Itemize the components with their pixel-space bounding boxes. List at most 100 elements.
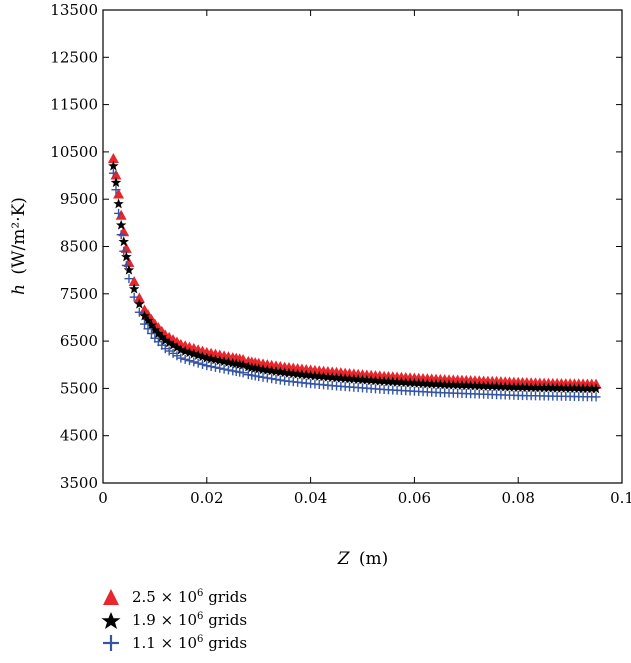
data-point <box>348 373 360 384</box>
data-point <box>443 379 455 390</box>
data-point <box>478 380 489 391</box>
data-point <box>361 374 373 385</box>
data-point <box>517 382 528 392</box>
data-point <box>153 328 164 339</box>
data-point <box>547 382 559 393</box>
data-point <box>344 373 355 384</box>
data-point <box>530 382 541 393</box>
data-point <box>569 382 580 393</box>
data-point <box>417 378 429 389</box>
y-tick-label: 8500 <box>60 238 98 256</box>
y-tick-label: 9500 <box>60 190 98 208</box>
x-tick-label: 0 <box>98 489 108 507</box>
data-point <box>219 364 229 374</box>
legend-item: 1.9 × 106 grids <box>100 608 247 631</box>
y-tick-label: 5500 <box>60 379 98 397</box>
y-axis-label: h (W/m²·K) <box>9 197 29 295</box>
data-point <box>133 292 145 303</box>
data-point <box>180 354 190 364</box>
data-point <box>404 377 416 388</box>
legend: 2.5 × 106 grids 1.9 × 106 grids 1.1 × 10… <box>100 585 247 654</box>
data-point <box>146 319 157 330</box>
data-point <box>160 335 171 346</box>
data-point <box>193 358 203 368</box>
data-point <box>115 209 127 220</box>
data-point <box>275 375 285 385</box>
data-point <box>374 375 386 386</box>
data-point <box>262 373 272 383</box>
data-point <box>118 236 129 247</box>
data-point <box>113 188 125 199</box>
y-axis-variable: h <box>9 284 29 295</box>
data-point <box>378 375 390 386</box>
data-point <box>487 381 498 391</box>
data-point <box>115 219 127 230</box>
data-point <box>206 362 216 372</box>
data-point <box>192 349 204 360</box>
data-point <box>139 310 150 321</box>
data-point <box>167 339 179 350</box>
data-point <box>318 371 329 382</box>
y-tick-label: 11500 <box>50 96 98 114</box>
data-point <box>142 315 154 326</box>
data-point <box>504 381 515 392</box>
data-point <box>175 344 187 355</box>
data-point <box>521 382 533 393</box>
data-point <box>305 370 316 381</box>
data-point <box>271 374 281 384</box>
data-point <box>456 379 468 390</box>
data-point <box>314 370 325 381</box>
x-axis-variable: Z <box>337 549 351 569</box>
x-axis-label: Z (m) <box>337 549 389 569</box>
plot-frame <box>102 9 623 484</box>
data-point <box>184 347 195 358</box>
series-layer <box>107 152 602 402</box>
legend-label: 1.9 × 106 grids <box>132 610 248 629</box>
data-point <box>108 160 119 171</box>
data-point <box>197 359 207 369</box>
data-point <box>435 379 446 390</box>
star-marker-icon <box>101 611 121 629</box>
data-point <box>335 372 347 383</box>
data-point <box>391 376 403 387</box>
data-point <box>339 373 351 384</box>
data-point <box>238 368 248 378</box>
plus-marker-icon <box>103 634 119 651</box>
data-point <box>163 337 175 348</box>
data-point <box>586 383 597 394</box>
x-tick-label: 0.02 <box>190 489 223 507</box>
data-point <box>108 168 118 178</box>
data-point <box>525 382 537 393</box>
y-axis: 3500 4500 5500 6500 7500 8500 9500 10500 11500 12… <box>50 1 622 492</box>
data-point <box>591 392 601 402</box>
data-point <box>482 380 494 391</box>
data-point <box>365 375 377 385</box>
data-point <box>326 372 338 383</box>
data-point <box>357 374 368 385</box>
data-point <box>140 319 150 329</box>
data-point <box>179 345 191 356</box>
data-point <box>590 383 602 394</box>
data-point <box>422 378 433 389</box>
data-point <box>254 372 264 382</box>
data-point <box>322 371 334 382</box>
data-point <box>197 351 208 362</box>
data-point <box>534 382 546 393</box>
data-point <box>185 356 194 366</box>
data-point <box>215 363 225 373</box>
triangle-marker-icon <box>103 588 119 605</box>
data-point <box>114 208 124 218</box>
data-point <box>448 379 459 390</box>
data-point <box>188 348 200 359</box>
data-point <box>573 383 584 394</box>
data-point <box>123 264 135 275</box>
x-tick-label: 0.08 <box>501 489 534 507</box>
data-point <box>474 380 485 391</box>
data-point <box>512 381 524 392</box>
data-point <box>469 380 481 391</box>
data-point <box>129 292 139 302</box>
data-point <box>176 353 186 363</box>
data-point <box>564 382 576 393</box>
legend-label: 1.1 × 106 grids <box>132 633 248 652</box>
series-star <box>108 160 602 394</box>
